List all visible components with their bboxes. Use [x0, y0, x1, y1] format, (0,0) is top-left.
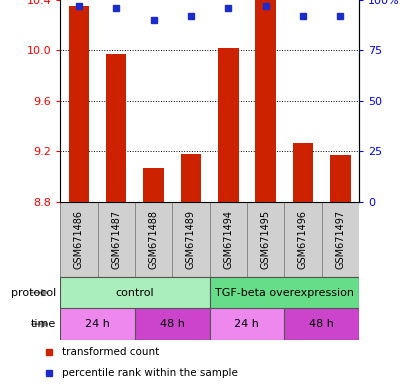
- Bar: [135, 202, 172, 277]
- Text: 24 h: 24 h: [234, 319, 259, 329]
- Bar: [135, 308, 210, 340]
- Bar: [218, 48, 239, 202]
- Text: GSM671496: GSM671496: [298, 210, 308, 269]
- Bar: [60, 308, 135, 340]
- Bar: [284, 202, 322, 277]
- Bar: [322, 202, 359, 277]
- Text: GSM671494: GSM671494: [223, 210, 233, 269]
- Bar: [172, 202, 210, 277]
- Bar: [255, 0, 276, 202]
- Text: GSM671489: GSM671489: [186, 210, 196, 269]
- Bar: [247, 202, 284, 277]
- Bar: [330, 155, 351, 202]
- Text: 48 h: 48 h: [160, 319, 185, 329]
- Bar: [106, 54, 127, 202]
- Text: control: control: [115, 288, 154, 298]
- Text: 24 h: 24 h: [85, 319, 110, 329]
- Bar: [60, 277, 210, 308]
- Text: GSM671486: GSM671486: [74, 210, 84, 269]
- Text: 48 h: 48 h: [309, 319, 334, 329]
- Text: GSM671488: GSM671488: [149, 210, 159, 269]
- Bar: [143, 168, 164, 202]
- Bar: [284, 308, 359, 340]
- Bar: [181, 154, 201, 202]
- Bar: [210, 202, 247, 277]
- Text: TGF-beta overexpression: TGF-beta overexpression: [215, 288, 354, 298]
- Bar: [60, 202, 98, 277]
- Text: time: time: [31, 319, 56, 329]
- Bar: [210, 277, 359, 308]
- Text: transformed count: transformed count: [62, 347, 159, 357]
- Text: GSM671487: GSM671487: [111, 210, 121, 269]
- Bar: [293, 142, 313, 202]
- Bar: [210, 308, 284, 340]
- Text: percentile rank within the sample: percentile rank within the sample: [62, 368, 238, 378]
- Text: GSM671497: GSM671497: [335, 210, 345, 269]
- Bar: [68, 6, 89, 202]
- Text: GSM671495: GSM671495: [261, 210, 271, 269]
- Bar: [98, 202, 135, 277]
- Text: protocol: protocol: [11, 288, 56, 298]
